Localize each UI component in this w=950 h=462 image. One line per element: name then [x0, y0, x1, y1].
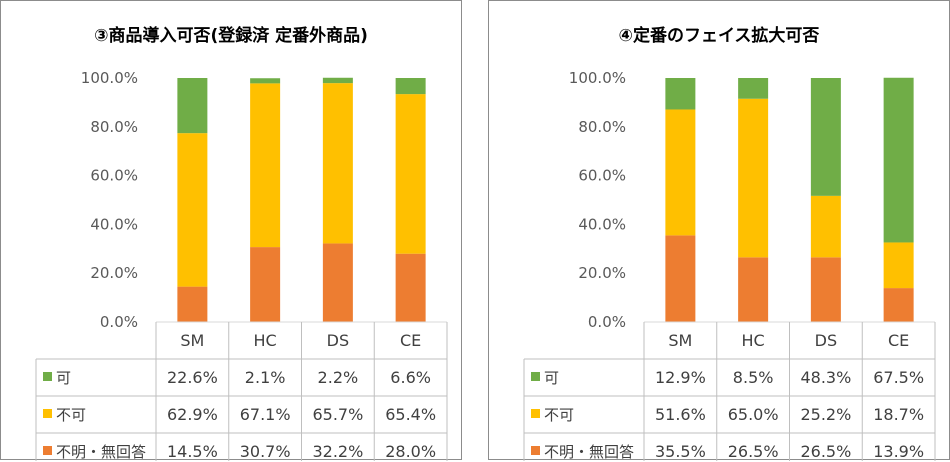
data-value-label: 13.9%	[873, 442, 924, 461]
legend-label: 不明・無回答	[56, 443, 146, 461]
data-value-label: 2.2%	[318, 368, 359, 387]
chart-title: ④定番のフェイス拡大可否	[618, 26, 820, 46]
y-tick-label: 60.0%	[90, 167, 138, 185]
legend-swatch	[531, 446, 540, 455]
bar-segment	[810, 195, 841, 258]
bar-segment	[395, 253, 426, 322]
y-tick-label: 100.0%	[569, 69, 626, 87]
data-value-label: 67.1%	[240, 405, 291, 424]
bar-segment	[322, 77, 353, 84]
data-value-label: 67.5%	[873, 368, 924, 387]
y-tick-label: 80.0%	[578, 118, 626, 136]
data-value-label: 65.0%	[728, 405, 779, 424]
data-value-label: 48.3%	[800, 368, 851, 387]
legend-swatch	[531, 409, 540, 418]
legend-label: 可	[544, 369, 559, 387]
chart-panel-face-expansion: ④定番のフェイス拡大可否 0.0% 20.0% 40.0% 60.0% 80.0% 100…	[488, 0, 950, 461]
bar-segment	[177, 286, 208, 322]
y-tick-label: 0.0%	[100, 313, 138, 331]
legend-swatch	[43, 372, 52, 381]
legend-label: 可	[56, 369, 71, 387]
bar-segment	[738, 78, 769, 99]
data-value-label: 12.9%	[655, 368, 706, 387]
y-tick-label: 60.0%	[578, 167, 626, 185]
bar-segment	[395, 78, 426, 95]
stacked-bar-chart-face-expansion: 0.0% 20.0% 40.0% 60.0% 80.0% 100.0% SM HC DS CE 可 1…	[523, 69, 936, 461]
bar-segment	[738, 257, 769, 322]
data-value-label: 26.5%	[800, 442, 851, 461]
y-tick-label: 80.0%	[90, 118, 138, 136]
legend-swatch	[43, 409, 52, 418]
y-tick-label: 40.0%	[578, 215, 626, 233]
stacked-bar-chart-product-introduction: 0.0% 20.0% 40.0% 60.0% 80.0% 100.0% SM HC DS CE 可 2…	[35, 69, 448, 461]
data-value-label: 2.1%	[245, 368, 286, 387]
data-value-label: 25.2%	[800, 405, 851, 424]
bar-segment	[665, 109, 696, 236]
chart-title: ③商品導入可否(登録済 定番外商品)	[94, 26, 368, 46]
x-category-label: SM	[668, 331, 692, 350]
data-value-label: 35.5%	[655, 442, 706, 461]
legend-label: 不可	[56, 406, 86, 424]
y-tick-label: 20.0%	[578, 264, 626, 282]
x-category-label: CE	[888, 331, 909, 350]
bar-segment	[883, 242, 914, 289]
y-tick-label: 20.0%	[90, 264, 138, 282]
x-category-label: HC	[742, 331, 765, 350]
bar-segment	[177, 133, 208, 287]
data-value-label: 32.2%	[312, 442, 363, 461]
legend-swatch	[43, 446, 52, 455]
x-category-label: HC	[254, 331, 277, 350]
bar-segment	[395, 94, 426, 254]
data-value-label: 62.9%	[167, 405, 218, 424]
data-value-label: 14.5%	[167, 442, 218, 461]
x-category-label: DS	[815, 331, 837, 350]
bar-segment	[322, 83, 353, 244]
bar-segment	[177, 78, 208, 134]
bar-segment	[810, 78, 841, 196]
chart-panel-product-introduction: ③商品導入可否(登録済 定番外商品) 0.0% 20.0% 40.0% 60.0% 80…	[0, 0, 462, 461]
bar-segment	[665, 78, 696, 110]
bar-segment	[883, 288, 914, 322]
legend-label: 不可	[544, 406, 574, 424]
bar-segment	[322, 243, 353, 322]
data-value-label: 65.7%	[312, 405, 363, 424]
y-tick-label: 100.0%	[81, 69, 138, 87]
data-value-label: 65.4%	[385, 405, 436, 424]
bar-segment	[810, 257, 841, 322]
data-value-label: 26.5%	[728, 442, 779, 461]
bar-segment	[665, 235, 696, 322]
data-value-label: 22.6%	[167, 368, 218, 387]
y-tick-label: 40.0%	[90, 215, 138, 233]
data-value-label: 18.7%	[873, 405, 924, 424]
legend-label: 不明・無回答	[544, 443, 634, 461]
data-value-label: 8.5%	[733, 368, 774, 387]
bar-segment	[250, 83, 281, 248]
bar-segment	[883, 77, 914, 243]
x-category-label: SM	[180, 331, 204, 350]
data-value-label: 51.6%	[655, 405, 706, 424]
legend-swatch	[531, 372, 540, 381]
bar-segment	[738, 98, 769, 258]
bar-segment	[250, 78, 281, 84]
data-value-label: 28.0%	[385, 442, 436, 461]
y-tick-label: 0.0%	[588, 313, 626, 331]
x-category-label: DS	[327, 331, 349, 350]
bar-segment	[250, 247, 281, 322]
x-category-label: CE	[400, 331, 421, 350]
data-value-label: 30.7%	[240, 442, 291, 461]
data-value-label: 6.6%	[390, 368, 431, 387]
